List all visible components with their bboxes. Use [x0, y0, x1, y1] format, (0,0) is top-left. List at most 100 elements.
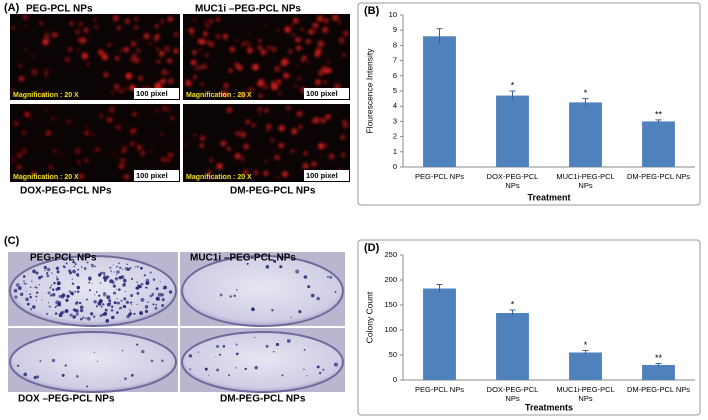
cell-spot [190, 59, 197, 66]
cell-spot [138, 76, 143, 81]
colony [44, 269, 46, 271]
y-tick-label: 7 [393, 56, 397, 65]
colony [98, 294, 101, 297]
cell-spot [241, 128, 244, 131]
cell-spot [342, 122, 349, 128]
colony [34, 286, 37, 289]
cell-spot [207, 170, 212, 175]
colony [298, 310, 302, 314]
colony [49, 294, 53, 297]
colony [103, 291, 106, 295]
cell-spot [291, 33, 295, 37]
cell-spot [16, 151, 23, 159]
cell-spot [123, 46, 130, 53]
cell-spot [45, 130, 52, 137]
cell-spot [320, 118, 326, 124]
colony [84, 317, 87, 320]
colony [33, 375, 37, 380]
y-tick-label: 3 [393, 116, 397, 125]
cell-spot [129, 84, 136, 91]
error-bar [582, 350, 589, 355]
colony [122, 303, 124, 305]
colony [35, 271, 39, 275]
cell-spot [257, 107, 263, 112]
cell-spot [317, 15, 324, 22]
cell-spot [207, 175, 211, 178]
cell-spot [291, 149, 295, 153]
cell-spot [204, 53, 209, 58]
colony [157, 297, 160, 300]
colony [72, 294, 74, 296]
cell-spot [113, 83, 120, 90]
cell-spot [44, 33, 50, 39]
cell-spot [303, 151, 308, 156]
cell-spot [114, 153, 117, 156]
colony [15, 283, 20, 287]
cell-spot [258, 113, 261, 116]
colony [41, 299, 43, 301]
colony [150, 359, 154, 363]
micrograph [183, 14, 350, 100]
colony [251, 307, 255, 312]
cell-spot [77, 160, 81, 165]
cell-spot [83, 158, 89, 164]
colony [13, 288, 18, 293]
colony [303, 275, 308, 279]
bar [569, 102, 602, 167]
colony [65, 298, 69, 302]
colony [116, 270, 120, 274]
colony [215, 356, 217, 358]
cell-spot [338, 37, 345, 44]
petri-dish [8, 252, 178, 327]
x-tick-label: MUC1i-PEG-PCL NPs [556, 172, 615, 190]
colony [49, 286, 52, 289]
cell-spot [42, 143, 45, 147]
micrograph-bg [10, 14, 180, 100]
significance-label: * [584, 340, 588, 350]
colony [95, 291, 98, 293]
cell-spot [216, 163, 223, 170]
colony [120, 299, 123, 302]
cell-spot [306, 164, 309, 168]
colony [290, 316, 292, 318]
image-caption: PEG-PCL NPs [26, 4, 93, 15]
colony [136, 303, 138, 305]
cell-spot [253, 170, 258, 175]
cell-spot [185, 80, 192, 87]
colony [130, 303, 133, 306]
colony [119, 266, 122, 269]
cell-spot [314, 117, 321, 124]
x-tick-label: DM-PEG-PCL NPs [626, 385, 691, 394]
colony [108, 299, 112, 303]
cell-spot [140, 150, 146, 156]
y-tick-label: 6 [393, 71, 397, 80]
cell-spot [142, 85, 145, 89]
colony [51, 272, 53, 274]
colony [161, 303, 165, 308]
cell-spot [314, 29, 317, 32]
cell-spot [311, 161, 317, 167]
colony [90, 312, 94, 316]
cell-spot [247, 31, 250, 34]
cell-spot [199, 48, 202, 52]
petri-dish [180, 328, 345, 393]
cell-spot [229, 46, 235, 53]
colony [130, 293, 134, 298]
colony [58, 294, 62, 299]
colony [96, 360, 99, 362]
colony [82, 316, 85, 319]
cell-spot [199, 135, 206, 141]
colony [136, 291, 140, 295]
colony [51, 288, 55, 291]
colony [39, 360, 42, 363]
colony [254, 336, 256, 339]
dish [181, 331, 344, 393]
cell-spot [209, 41, 215, 48]
colony [71, 261, 74, 264]
colony [152, 278, 156, 281]
cell-spot [93, 18, 96, 21]
x-tick-label: DOX-PEG-PCL NPs [486, 172, 539, 190]
error-bar [509, 309, 516, 316]
cell-spot [79, 22, 83, 26]
colony [65, 262, 68, 265]
